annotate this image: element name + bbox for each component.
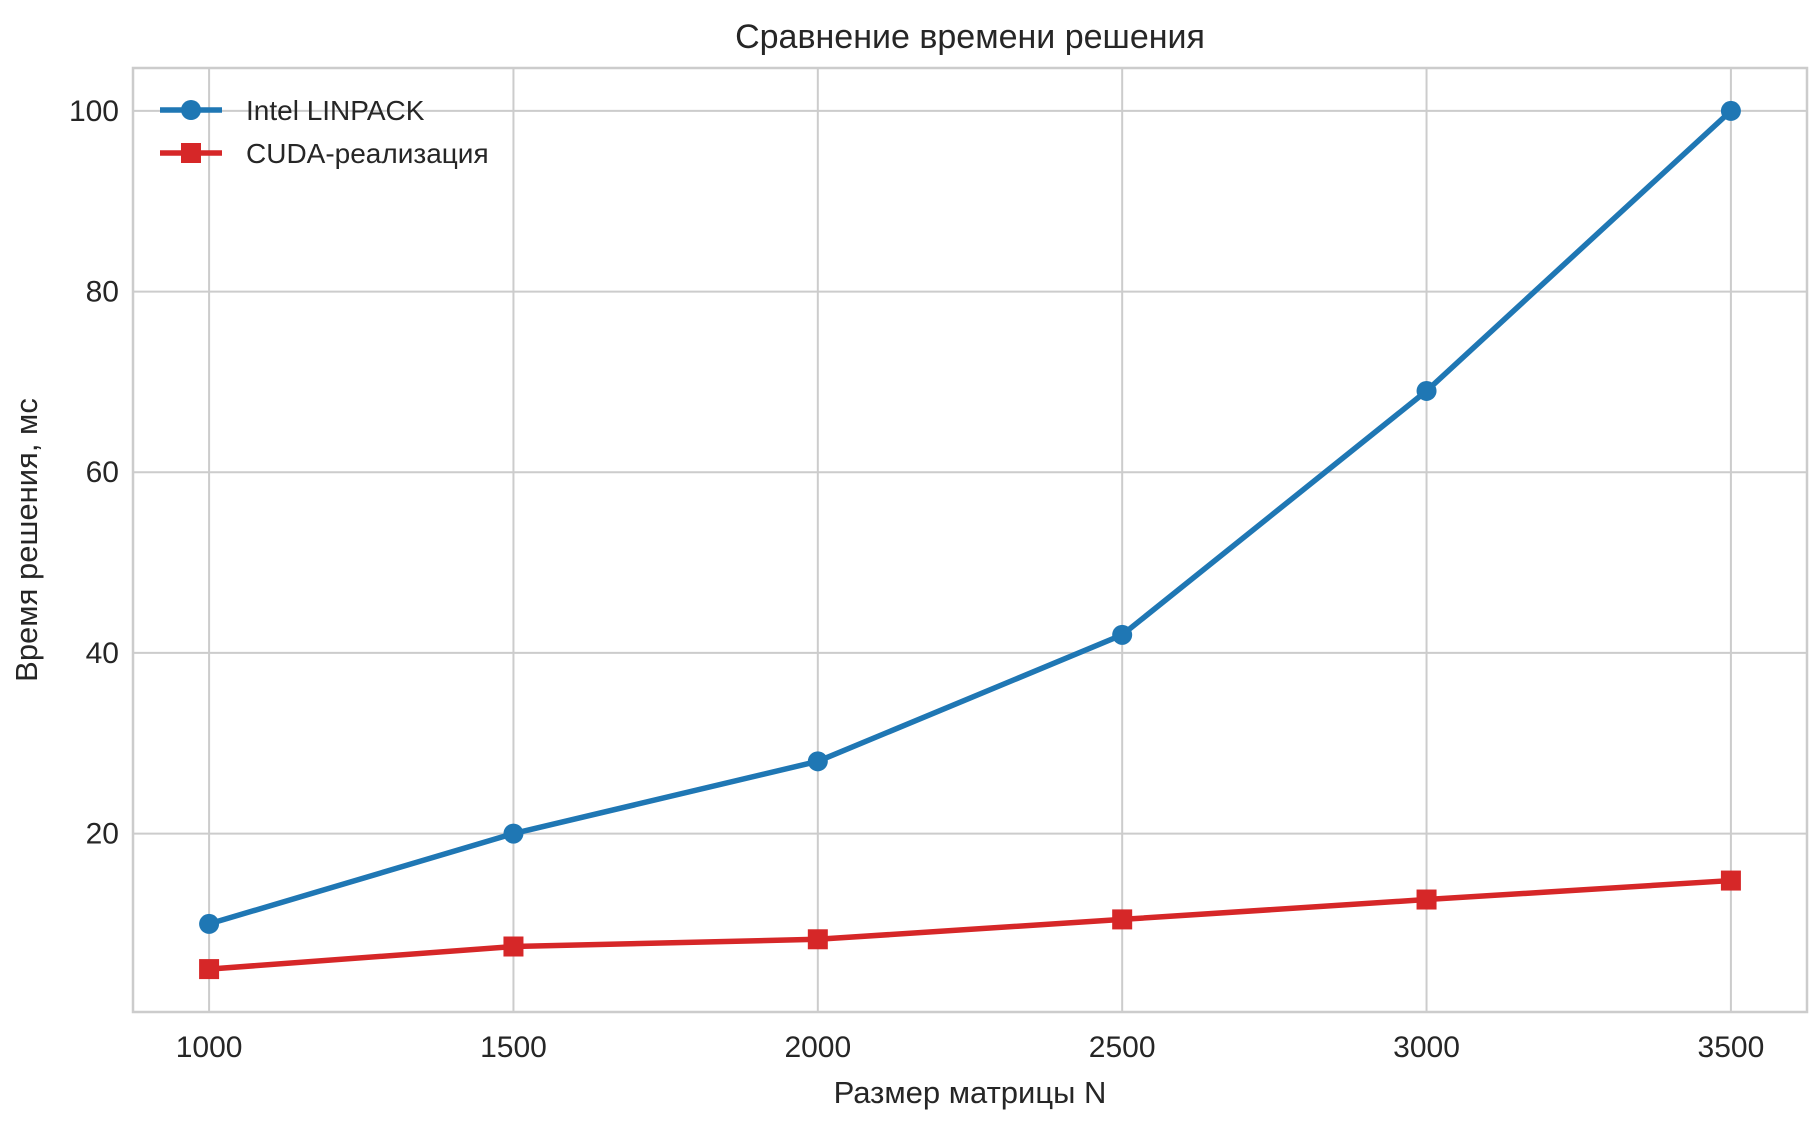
x-tick-label: 2000 xyxy=(784,1031,851,1064)
series-1 xyxy=(199,100,1741,934)
legend-label: Intel LINPACK xyxy=(246,95,425,126)
data-point xyxy=(1112,624,1133,645)
y-tick-label: 80 xyxy=(86,276,119,309)
x-tick-label: 2500 xyxy=(1089,1031,1156,1064)
legend-item: CUDA-реализация xyxy=(160,138,489,169)
y-tick-label: 100 xyxy=(69,95,119,128)
data-point xyxy=(807,751,828,772)
data-point xyxy=(503,823,524,844)
data-point xyxy=(1720,870,1741,891)
y-tick-label: 40 xyxy=(86,637,119,670)
legend-item: Intel LINPACK xyxy=(160,95,425,126)
series-2 xyxy=(199,870,1741,980)
grid xyxy=(133,68,1807,1012)
data-point xyxy=(807,929,828,950)
x-tick-label: 3000 xyxy=(1393,1031,1460,1064)
y-axis-label: Время решения, мс xyxy=(9,398,44,682)
chart-title: Сравнение времени решения xyxy=(735,18,1205,56)
series-line xyxy=(206,877,1734,972)
x-axis-label: Размер матрицы N xyxy=(834,1075,1107,1110)
x-tick-label: 3500 xyxy=(1698,1031,1765,1064)
legend: Intel LINPACK CUDA-реализация xyxy=(160,95,489,169)
data-point xyxy=(1720,100,1741,121)
data-point xyxy=(1416,889,1437,910)
y-axis-ticks: 20 40 60 80 100 xyxy=(69,95,119,851)
plot-frame xyxy=(131,66,1809,1014)
data-point xyxy=(503,936,524,957)
series-line xyxy=(206,108,1734,927)
y-tick-label: 20 xyxy=(86,818,119,851)
x-tick-label: 1500 xyxy=(480,1031,547,1064)
data-point xyxy=(199,913,220,934)
data-point xyxy=(1112,909,1133,930)
data-point xyxy=(1416,380,1437,401)
legend-marker xyxy=(181,143,201,163)
y-tick-label: 60 xyxy=(86,456,119,489)
series xyxy=(199,100,1741,980)
legend-marker xyxy=(181,100,201,120)
legend-label: CUDA-реализация xyxy=(246,138,489,169)
x-tick-label: 1000 xyxy=(176,1031,243,1064)
data-point xyxy=(199,959,220,980)
x-axis-ticks: 1000 1500 2000 2500 3000 3500 xyxy=(176,1031,1765,1064)
